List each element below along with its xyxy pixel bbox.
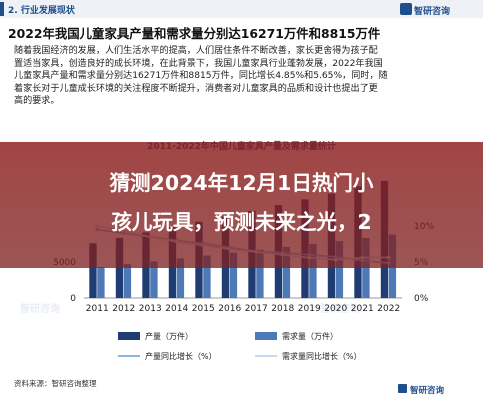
bar-demand-2013	[150, 261, 158, 298]
article-headline: 2022年我国儿童家具产量和需求量分别达16271万件和8815万件	[8, 26, 381, 41]
x-tick-label: 2020	[324, 304, 347, 314]
overlay-headline-line2[interactable]: 孩儿玩具，预测未来之光，2	[111, 210, 372, 234]
body-line: 着家长对于儿童成长环境的关注程度不断提升，消费者对儿童家具的品质和设计也提出了更	[14, 83, 378, 94]
legend-label-demand: 需求量（万件）	[282, 332, 338, 341]
bar-demand-2020	[335, 241, 344, 298]
bar-demand-2015	[203, 255, 211, 298]
x-tick-label: 2021	[351, 304, 374, 314]
source-note: 资料来源：智研咨询整理	[14, 379, 97, 388]
overlay-headline-line1[interactable]: 猜测2024年12月1日热门小	[109, 171, 374, 195]
watermark: 智研咨询	[320, 304, 360, 315]
footer-logo-icon	[398, 384, 407, 393]
x-tick-label: 2016	[218, 304, 241, 314]
article-body: 随着我国经济的发展，人们生活水平的提高，人们居住条件不断改善，家长更舍得为孩子配…	[14, 45, 472, 108]
footer-logo-text: 智研咨询	[410, 386, 445, 396]
legend-label-production-growth: 产量同比增长（%）	[145, 352, 217, 361]
brand-logo-text: 智研咨询	[414, 7, 451, 17]
bar-demand-2019	[309, 244, 317, 298]
legend-label-production: 产量（万件）	[145, 332, 193, 341]
legend-line-production-growth	[118, 355, 140, 357]
x-tick-label: 2013	[139, 304, 162, 314]
section-header	[0, 0, 483, 18]
x-tick-label: 2017	[245, 304, 268, 314]
bar-demand-2011	[97, 267, 105, 298]
x-tick-label: 2015	[192, 304, 215, 314]
x-tick-label: 2012	[112, 304, 135, 314]
body-line: 高的要求。	[14, 96, 60, 107]
body-line: 置适当家具，创造良好的成长环境，在此背景下，我国儿童家具行业蓬勃发展，2022年…	[14, 58, 383, 69]
y2-tick-label: 0%	[414, 294, 429, 304]
body-line: 随着我国经济的发展，人们生活水平的提高，人们居住条件不断改善，家长更舍得为孩子配	[14, 46, 378, 56]
x-tick-label: 2022	[377, 304, 400, 314]
overlay-banner	[0, 142, 483, 268]
y-tick-label: 0	[70, 294, 76, 304]
section-title: 2. 行业发展现状	[8, 6, 75, 16]
bar-demand-2017	[256, 249, 264, 298]
brand-logo-icon	[400, 3, 412, 15]
body-line: 儿童家具产量和需求量分别达16271万件和8815万件，同比增长4.85%和5.…	[14, 71, 388, 82]
x-tick-label: 2014	[165, 304, 188, 314]
bar-production-2011	[89, 243, 97, 298]
section-header-accent	[0, 2, 4, 16]
x-tick-label: 2011	[86, 304, 109, 314]
x-tick-label: 2018	[271, 304, 294, 314]
legend-swatch-production	[118, 332, 140, 340]
bar-demand-2014	[176, 258, 185, 298]
bar-demand-2016	[229, 252, 238, 298]
legend-swatch-demand	[255, 332, 277, 340]
bar-demand-2018	[282, 246, 291, 298]
bar-demand-2012	[123, 264, 132, 298]
x-tick-label: 2019	[298, 304, 321, 314]
legend-line-demand-growth	[255, 355, 277, 357]
legend-label-demand-growth: 需求量同比增长（%）	[282, 352, 362, 361]
watermark: 智研咨询	[20, 304, 60, 315]
